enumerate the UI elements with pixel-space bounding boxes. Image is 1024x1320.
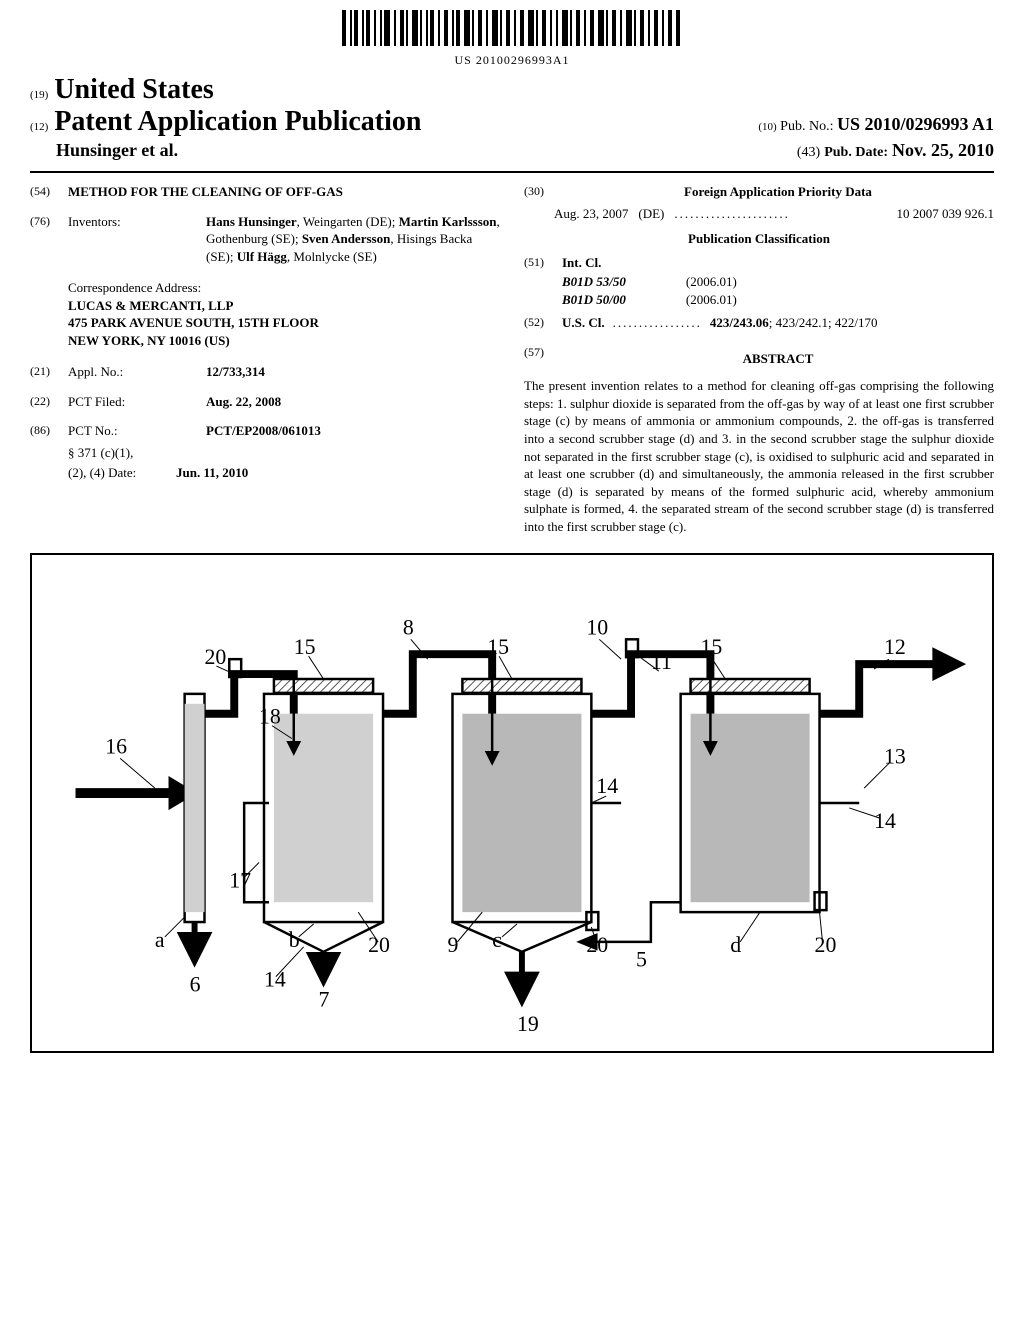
svg-text:17: 17 [229, 869, 251, 893]
appl-label: Appl. No.: [68, 363, 198, 381]
pub-date: Nov. 25, 2010 [892, 140, 994, 160]
pub-num-label: Pub. No.: [780, 119, 833, 134]
svg-text:20: 20 [586, 933, 608, 957]
priority-date: Aug. 23, 2007 [554, 205, 628, 223]
correspondence-block: Correspondence Address: LUCAS & MERCANTI… [68, 279, 500, 349]
abstract-heading: ABSTRACT [562, 350, 994, 368]
country-code: (19) [30, 89, 48, 101]
svg-text:14: 14 [596, 774, 618, 798]
invention-title: METHOD FOR THE CLEANING OF OFF-GAS [68, 183, 343, 201]
svg-text:19: 19 [517, 1012, 539, 1036]
svg-text:20: 20 [815, 933, 837, 957]
svg-text:7: 7 [319, 988, 330, 1012]
barcode-text: US 20100296993A1 [0, 53, 1024, 68]
left-column: (54) METHOD FOR THE CLEANING OF OFF-GAS … [30, 183, 500, 535]
svg-text:c: c [492, 928, 502, 952]
intcl-code: (51) [524, 254, 554, 272]
pub-date-code: (43) [797, 145, 820, 160]
corr-line2: 475 PARK AVENUE SOUTH, 15TH FLOOR [68, 314, 500, 332]
intcl-2-year: (2006.01) [686, 291, 737, 309]
authors-line: Hunsinger et al. [30, 140, 178, 161]
svg-text:5: 5 [636, 948, 647, 972]
s371-label: § 371 (c)(1), [68, 444, 133, 462]
uscl-dots: ................. [613, 314, 702, 332]
right-column: (30) Foreign Application Priority Data A… [524, 183, 994, 535]
inventors-label: Inventors: [68, 213, 198, 266]
pct-filed-label: PCT Filed: [68, 393, 198, 411]
pub-date-label: Pub. Date: [824, 145, 888, 160]
intcl-1-code: B01D 53/50 [562, 273, 626, 291]
svg-text:a: a [155, 928, 165, 952]
uscl-label: U.S. Cl. [562, 314, 605, 332]
svg-text:9: 9 [448, 933, 459, 957]
svg-text:b: b [289, 928, 300, 952]
svg-text:11: 11 [651, 650, 672, 674]
svg-text:18: 18 [259, 705, 281, 729]
classification-heading: Publication Classification [524, 230, 994, 248]
figure-frame: 16 a 6 20 18 15 b 7 14 17 20 8 15 9 c 19… [30, 553, 994, 1053]
priority-dots: ...................... [674, 205, 886, 223]
uscl-rest: ; 423/242.1; 422/170 [769, 315, 878, 330]
priority-num: 10 2007 039 926.1 [897, 205, 995, 223]
title-code: (54) [30, 183, 60, 201]
appl-code: (21) [30, 363, 60, 381]
svg-text:8: 8 [403, 616, 414, 640]
corr-label: Correspondence Address: [68, 279, 500, 297]
corr-line1: LUCAS & MERCANTI, LLP [68, 297, 500, 315]
inventors-value: Hans Hunsinger, Weingarten (DE); Martin … [206, 213, 500, 266]
svg-text:20: 20 [368, 933, 390, 957]
svg-text:15: 15 [487, 635, 509, 659]
priority-heading: Foreign Application Priority Data [562, 183, 994, 201]
pub-type-code: (12) [30, 121, 48, 133]
svg-text:d: d [730, 933, 741, 957]
svg-text:6: 6 [190, 973, 201, 997]
intcl-2-code: B01D 50/00 [562, 291, 626, 309]
process-diagram: 16 a 6 20 18 15 b 7 14 17 20 8 15 9 c 19… [32, 555, 992, 1051]
intcl-1-year: (2006.01) [686, 273, 737, 291]
abstract-code: (57) [524, 344, 554, 374]
svg-text:15: 15 [294, 635, 316, 659]
pub-type: Patent Application Publication [54, 106, 421, 138]
s371-date: Jun. 11, 2010 [176, 464, 248, 482]
header-rule [30, 171, 994, 173]
barcode-graphic [342, 10, 682, 46]
appl-no: 12/733,314 [206, 363, 500, 381]
pct-no-label: PCT No.: [68, 422, 198, 440]
svg-text:16: 16 [105, 735, 127, 759]
intcl-label: Int. Cl. [562, 254, 601, 272]
svg-text:12: 12 [884, 635, 906, 659]
svg-text:20: 20 [204, 645, 226, 669]
biblio-columns: (54) METHOD FOR THE CLEANING OF OFF-GAS … [0, 183, 1024, 535]
pct-no: PCT/EP2008/061013 [206, 422, 500, 440]
priority-code: (30) [524, 183, 554, 201]
svg-text:14: 14 [264, 968, 286, 992]
pub-num-code: (10) [758, 121, 776, 133]
country-name: United States [54, 74, 213, 106]
inventors-code: (76) [30, 213, 60, 266]
svg-text:14: 14 [874, 809, 896, 833]
corr-line3: NEW YORK, NY 10016 (US) [68, 332, 500, 350]
svg-text:10: 10 [586, 616, 608, 640]
priority-country: (DE) [638, 205, 664, 223]
pct-filed-date: Aug. 22, 2008 [206, 393, 500, 411]
pub-num: US 2010/0296993 A1 [837, 114, 994, 134]
uscl-code: (52) [524, 314, 554, 332]
pct-filed-code: (22) [30, 393, 60, 411]
barcode-region: US 20100296993A1 [0, 0, 1024, 68]
abstract-text: The present invention relates to a metho… [524, 377, 994, 535]
uscl-main: 423/243.06 [710, 315, 769, 330]
pct-no-code: (86) [30, 422, 60, 440]
s371-sub: (2), (4) Date: [68, 464, 168, 482]
header: (19) United States (12) Patent Applicati… [0, 68, 1024, 165]
svg-text:15: 15 [700, 635, 722, 659]
